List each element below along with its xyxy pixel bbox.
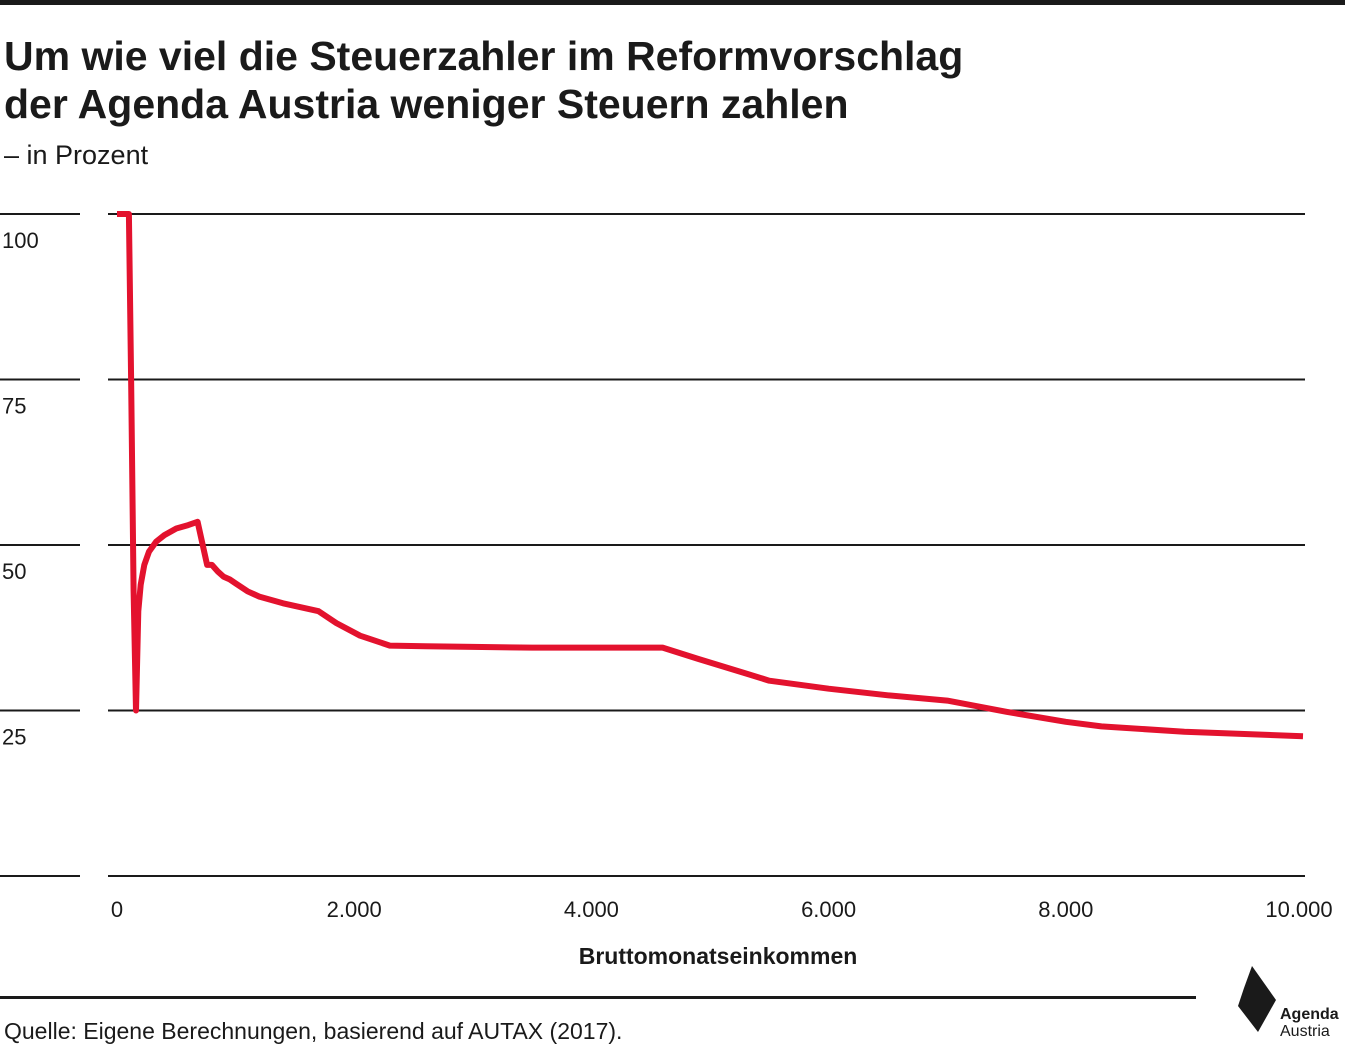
x-axis-label: Bruttomonatseinkommen <box>578 943 858 969</box>
y-axis-ticks: 25 50 75 100 <box>2 228 39 750</box>
y-tick-label-25: 25 <box>2 725 26 750</box>
source-note: Quelle: Eigene Berechnungen, basierend a… <box>4 1018 623 1044</box>
x-tick-label-8000: 8.000 <box>1038 897 1093 922</box>
logo-mark-icon <box>1238 966 1276 1032</box>
x-tick-label-0: 0 <box>111 897 123 922</box>
x-tick-label-6000: 6.000 <box>801 897 856 922</box>
line-chart: 25 50 75 100 0 2.000 4.000 6.000 8.000 10.000 <box>0 211 1333 922</box>
agenda-austria-logo: Agenda Austria <box>1236 966 1346 1040</box>
top-rule <box>0 0 1345 5</box>
chart-title-line-2: der Agenda Austria weniger Steuern zahle… <box>4 81 849 127</box>
chart-subtitle: – in Prozent <box>4 140 149 170</box>
chart-title: Um wie viel die Steuerzahler im Reformvo… <box>4 32 1304 128</box>
y-tick-label-50: 50 <box>2 559 26 584</box>
y-tick-label-100: 100 <box>2 228 39 253</box>
x-tick-label-4000: 4.000 <box>564 897 619 922</box>
chart-title-line-1: Um wie viel die Steuerzahler im Reformvo… <box>4 33 964 79</box>
x-tick-label-2000: 2.000 <box>327 897 382 922</box>
gridlines <box>0 213 1305 877</box>
x-tick-label-10000: 10.000 <box>1265 897 1332 922</box>
series-layer <box>117 211 1304 740</box>
series-line-0 <box>117 211 1304 740</box>
x-axis-ticks: 0 2.000 4.000 6.000 8.000 10.000 <box>111 897 1333 922</box>
logo-text-line-1: Agenda <box>1280 1006 1339 1023</box>
y-tick-label-75: 75 <box>2 394 26 419</box>
logo-text-line-2: Austria <box>1280 1023 1330 1040</box>
logo-text: Agenda Austria <box>1280 1006 1339 1040</box>
bottom-rule <box>0 996 1196 999</box>
